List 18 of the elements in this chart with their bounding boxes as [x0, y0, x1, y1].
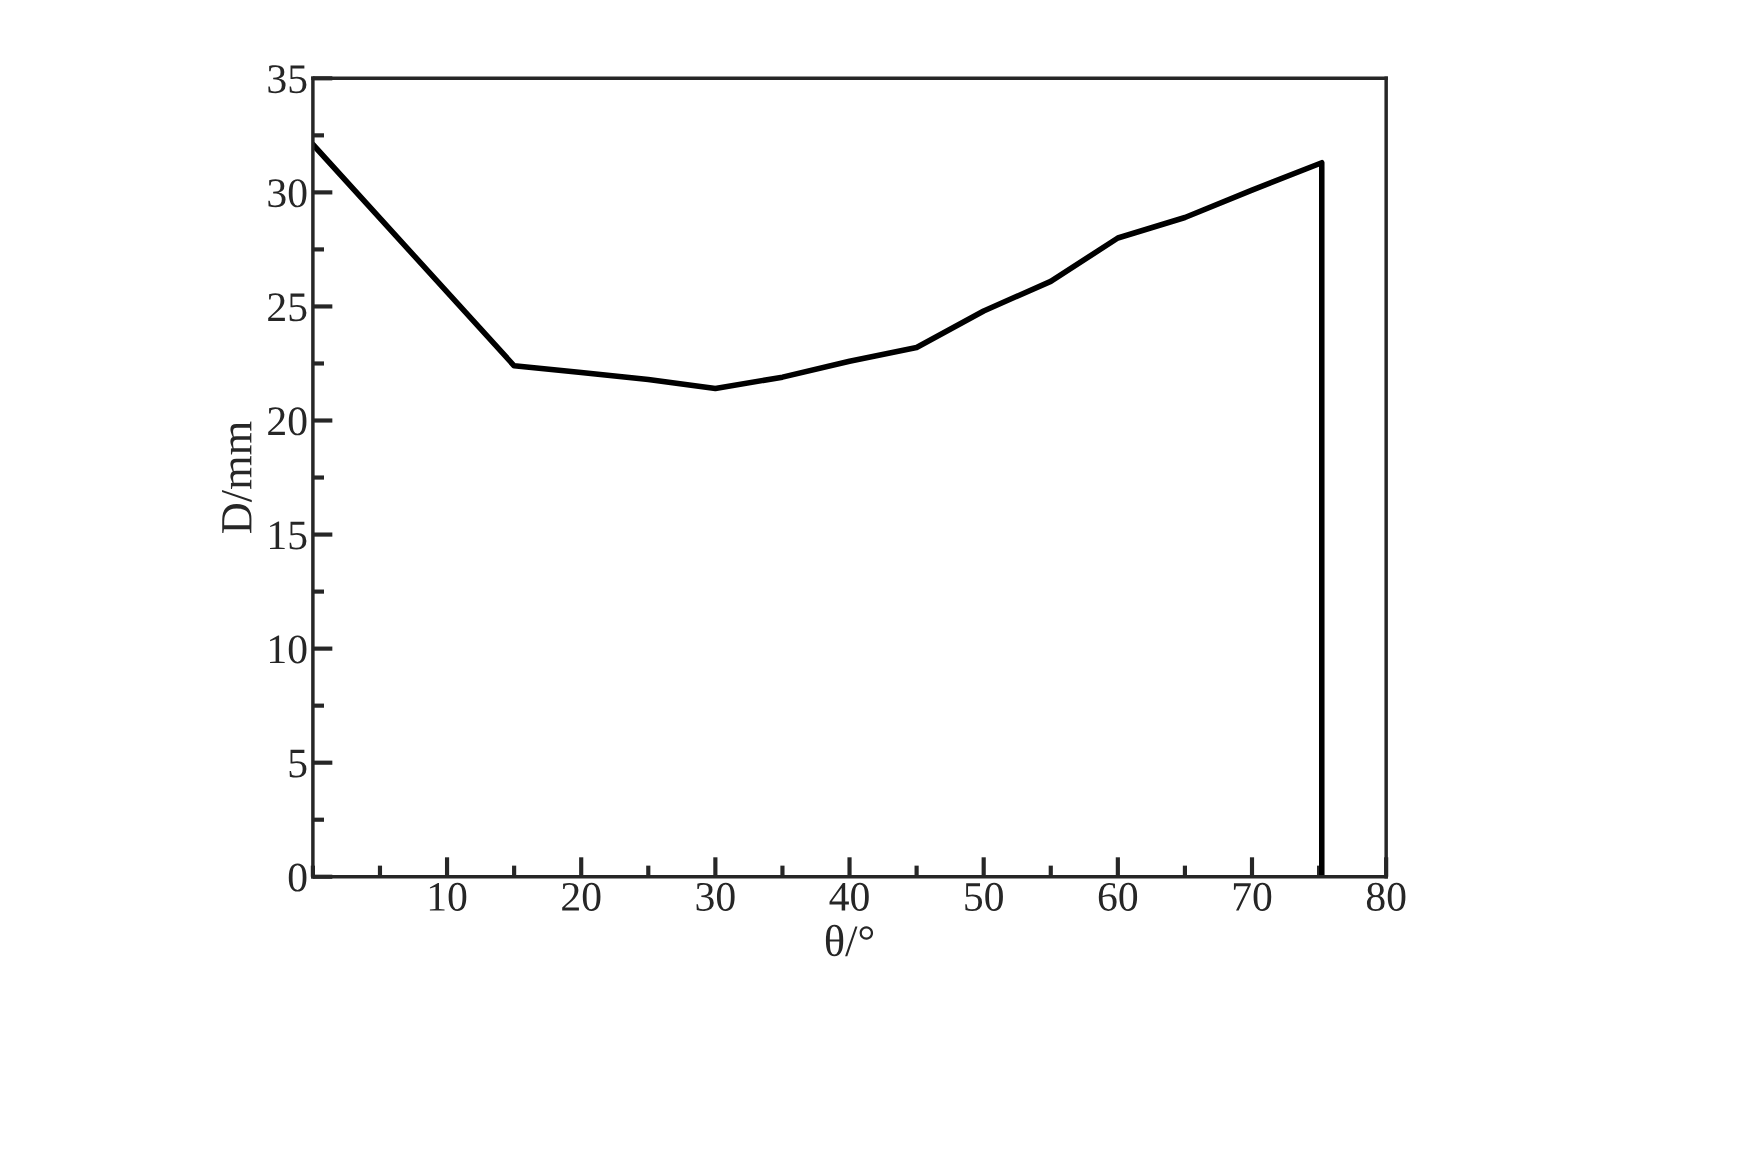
y-tick-label: 30 [268, 179, 307, 208]
y-tick-label: 35 [268, 65, 307, 94]
y-tick-label: 5 [289, 749, 307, 778]
x-tick-label: 50 [965, 882, 1003, 911]
x-tick-label: 30 [696, 882, 735, 911]
x-tick-label: 70 [1233, 882, 1272, 911]
x-tick-label: 10 [429, 882, 467, 911]
y-axis-title: D/mm [222, 421, 252, 534]
x-tick-label: 80 [1366, 882, 1406, 911]
y-tick-label: 10 [270, 635, 307, 664]
x-axis-title: θ/° [825, 924, 874, 957]
y-tick-label: 20 [268, 407, 307, 436]
x-tick-label: 40 [829, 882, 869, 911]
y-tick-label: 0 [288, 863, 307, 892]
x-tick-label: 20 [562, 882, 601, 911]
y-tick-label: 25 [268, 293, 307, 322]
y-tick-label: 15 [270, 521, 307, 550]
x-tick-label: 60 [1098, 882, 1138, 911]
